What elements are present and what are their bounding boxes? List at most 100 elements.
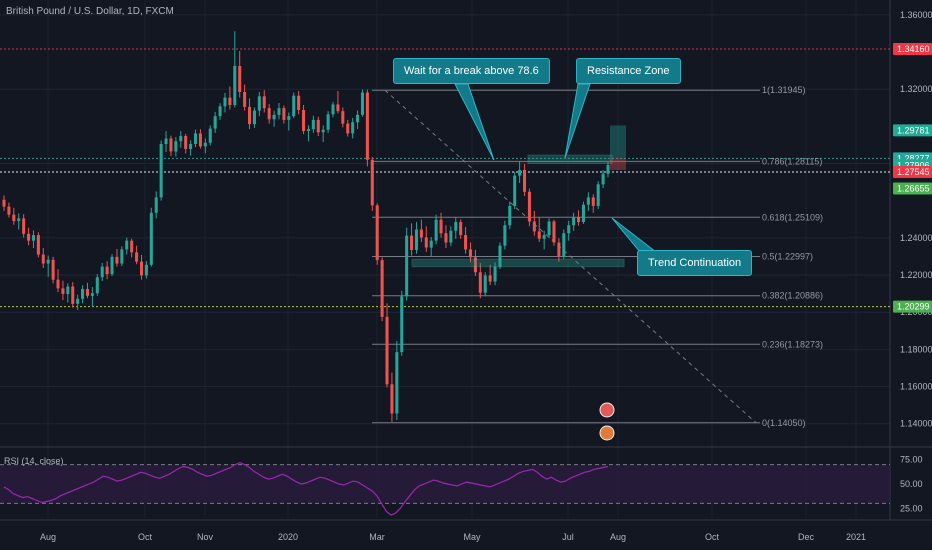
- fib-level-label: 0.786(1.28115): [762, 156, 822, 166]
- candle-body: [66, 286, 70, 294]
- candle-body: [478, 272, 482, 293]
- candle-body: [100, 266, 104, 278]
- fib-level-label: 0(1.14050): [762, 418, 806, 428]
- price-badge-label: 1.27906: [897, 160, 930, 170]
- candle-body: [27, 233, 31, 241]
- candle-body: [36, 235, 40, 255]
- candle-body: [17, 218, 21, 222]
- candle-body: [105, 266, 109, 275]
- candle-body: [169, 138, 173, 152]
- candle-body: [459, 222, 463, 236]
- candle-body: [321, 129, 325, 133]
- rsi-axis-tick: 75.00: [900, 455, 923, 465]
- candle-body: [572, 217, 576, 226]
- candle-body: [410, 235, 414, 250]
- price-badge-label: 1.26655: [897, 184, 930, 194]
- candle-body: [71, 286, 75, 304]
- candle-body: [179, 136, 183, 142]
- price-axis-tick: 1.16000: [900, 382, 932, 392]
- rsi-axis-tick: 25.00: [900, 503, 923, 513]
- candle-body: [56, 279, 60, 289]
- candle-body: [248, 106, 252, 125]
- candle-body: [468, 249, 473, 258]
- candle-body: [444, 233, 448, 243]
- candle-body: [267, 108, 271, 120]
- candle-body: [586, 197, 590, 205]
- candle-body: [601, 173, 605, 185]
- price-badge-label: 1.20299: [897, 302, 930, 312]
- candle-body: [218, 106, 222, 117]
- callout-pointer: [611, 217, 658, 253]
- candle-body: [346, 123, 350, 134]
- candle-body: [110, 256, 114, 275]
- candle-body: [22, 218, 26, 234]
- candle-body: [326, 114, 330, 130]
- candle-body: [356, 114, 360, 123]
- candle-body: [139, 261, 144, 276]
- candle-body: [61, 288, 65, 294]
- candle-body: [282, 108, 286, 120]
- candle-body: [76, 298, 80, 304]
- price-badge-label: 1.29781: [897, 125, 930, 135]
- candle-body: [213, 116, 217, 129]
- candle-body: [493, 266, 497, 282]
- candle-body: [596, 184, 600, 206]
- candle-body: [439, 219, 443, 234]
- candle-body: [488, 275, 492, 282]
- candle-body: [31, 235, 35, 241]
- price-axis-tick: 1.24000: [900, 233, 932, 243]
- candle-body: [252, 110, 256, 125]
- candle-body: [115, 256, 119, 264]
- fib-level-label: 0.618(1.25109): [762, 212, 823, 222]
- candle-body: [41, 254, 45, 264]
- candle-body: [508, 205, 512, 226]
- rsi-axis-tick: 50.00: [900, 479, 923, 489]
- candle-body: [454, 222, 458, 231]
- candle-body: [577, 217, 581, 223]
- candle-body: [2, 199, 6, 207]
- candle-body: [81, 288, 85, 299]
- candle-body: [12, 214, 16, 222]
- callout-pointer: [564, 83, 591, 159]
- candle-body: [302, 110, 306, 132]
- price-axis-tick: 1.36000: [900, 10, 932, 20]
- candle-body: [51, 259, 55, 280]
- candle-body: [473, 257, 477, 273]
- candle-body: [581, 204, 585, 223]
- candle-body: [46, 259, 50, 264]
- candle-body: [164, 138, 168, 145]
- rsi-line: [3, 461, 609, 516]
- candle-body: [189, 144, 193, 150]
- candle-body: [351, 122, 355, 134]
- candle-body: [385, 316, 389, 385]
- candle-body: [130, 240, 134, 253]
- price-axis-tick: 1.18000: [900, 344, 932, 354]
- time-axis-tick: Aug: [610, 532, 626, 542]
- fib-level-label: 1(1.31945): [762, 85, 806, 95]
- candle-body: [370, 159, 374, 206]
- price-axis-tick: 1.22000: [900, 270, 932, 280]
- candle-body: [341, 111, 345, 124]
- time-axis-tick: Oct: [138, 532, 153, 542]
- candle-body: [434, 219, 438, 241]
- candle-body: [272, 114, 276, 120]
- price-axis-tick: 1.32000: [900, 84, 932, 94]
- price-badge-label: 1.34160: [897, 44, 930, 54]
- time-axis-tick: 2020: [278, 532, 298, 542]
- resistance-zone-box: [527, 154, 613, 165]
- candle-body: [311, 119, 315, 130]
- candle-body: [297, 95, 301, 111]
- candle-body: [532, 221, 536, 232]
- fib-trend-line: [384, 89, 757, 424]
- candle-body: [498, 245, 502, 267]
- candle-body: [257, 96, 261, 111]
- candle-body: [542, 235, 546, 239]
- candle-body: [154, 197, 158, 213]
- candle-body: [233, 65, 237, 105]
- candle-body: [380, 260, 384, 317]
- annotation-wait-break: Wait for a break above 78.6: [393, 58, 550, 84]
- event-flag-icon: [599, 425, 615, 441]
- candle-body: [203, 142, 207, 147]
